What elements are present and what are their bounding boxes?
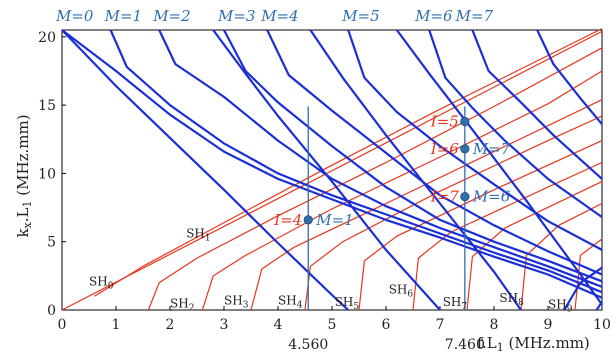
sh-curve <box>61 30 603 311</box>
m-mode-curves <box>61 29 603 311</box>
sh-curve <box>358 140 603 311</box>
x-tick-label: 9 <box>544 317 553 333</box>
sh-curve <box>466 181 603 311</box>
point-left-label: I=5 <box>430 113 459 131</box>
m-curve <box>212 29 441 311</box>
sh-mode-curves <box>61 28 603 311</box>
m-curve <box>266 29 603 276</box>
m-curve <box>223 29 603 283</box>
sh-curve <box>147 47 603 311</box>
reference-tick-label: 7.460 <box>445 337 485 353</box>
m-mode-label: M=4 <box>260 7 298 25</box>
x-axis-label: f.L1 (MHz.mm) <box>477 334 590 354</box>
x-tick-label: 1 <box>112 317 121 333</box>
m-curve <box>536 29 603 125</box>
y-tick-label: 0 <box>47 303 56 319</box>
sh-mode-label: SH7 <box>443 295 468 312</box>
x-tick-label: 0 <box>58 317 67 333</box>
sh-mode-label: SH2 <box>170 296 194 313</box>
x-tick-label: 5 <box>328 317 337 333</box>
point-marker <box>460 192 470 202</box>
vertical-reference-lines: 4.560 7.460 <box>288 106 485 353</box>
point-right-label: M=6 <box>472 188 511 206</box>
marked-points: I=4 M=1 I=5 I=6 M=7 I=7 M=6 <box>273 113 511 229</box>
y-tick-label: 5 <box>47 235 56 251</box>
sh-mode-label: SH5 <box>335 295 360 312</box>
m-curve <box>109 29 603 294</box>
sh-mode-label: SH0 <box>89 274 114 291</box>
x-tick-label: 7 <box>436 317 445 333</box>
y-axis-label: kx.L1 (MHz.mm) <box>14 114 34 237</box>
sh-curve <box>201 70 603 311</box>
m-mode-label: M=7 <box>455 7 494 25</box>
m-curve <box>61 29 603 299</box>
m-curve <box>471 29 603 180</box>
sh-mode-label: SH6 <box>389 283 414 300</box>
m-curve <box>309 29 522 311</box>
m-mode-label: M=6 <box>414 7 453 25</box>
m-curve <box>395 29 603 306</box>
point-left-label: I=4 <box>273 211 302 229</box>
m-curve <box>428 29 603 218</box>
m-curve <box>595 301 603 311</box>
x-tick-label: 8 <box>490 317 499 333</box>
m-mode-label: M=5 <box>341 7 379 25</box>
point-marker <box>460 116 470 127</box>
sh-curve <box>412 161 603 311</box>
x-tick-label: 6 <box>382 317 391 333</box>
m-curve <box>61 29 349 311</box>
x-tick-label: 3 <box>220 317 229 333</box>
m-mode-label: M=0 <box>55 7 94 25</box>
sh-mode-label: SH1 <box>186 227 210 244</box>
reference-tick-label: 4.560 <box>288 337 328 353</box>
point-marker <box>460 144 470 154</box>
y-tick-label: 15 <box>38 98 56 114</box>
sh-mode-label: SH3 <box>224 294 249 311</box>
m-mode-label: M=3 <box>217 7 255 25</box>
m-mode-label: M=2 <box>152 7 190 25</box>
m-mode-label: M=1 <box>104 7 142 25</box>
y-tick-label: 20 <box>38 30 56 46</box>
sh-curve <box>250 99 603 311</box>
point-left-label: I=7 <box>430 188 459 206</box>
point-left-label: I=6 <box>430 140 459 158</box>
point-right-label: M=7 <box>472 140 511 158</box>
sh-curve <box>94 28 603 297</box>
x-tick-label: 4 <box>274 317 283 333</box>
sh-mode-label: SH9 <box>548 298 573 315</box>
sh-curve <box>520 202 603 311</box>
m-curve <box>158 29 603 288</box>
m-curve <box>347 29 603 251</box>
sh-curve <box>574 238 603 311</box>
sh-mode-label: SH8 <box>499 291 524 308</box>
x-tick-label: 10 <box>593 317 611 333</box>
x-tick-label: 2 <box>166 317 175 333</box>
y-tick-label: 10 <box>38 166 56 182</box>
m-curve <box>563 266 603 311</box>
point-right-label: M=1 <box>315 211 353 229</box>
point-marker <box>303 215 313 225</box>
axis-ticks: 0 1 2 3 4 5 6 7 8 9 10 0 5 10 15 20 <box>38 30 611 333</box>
sh-mode-label: SH4 <box>278 294 303 311</box>
